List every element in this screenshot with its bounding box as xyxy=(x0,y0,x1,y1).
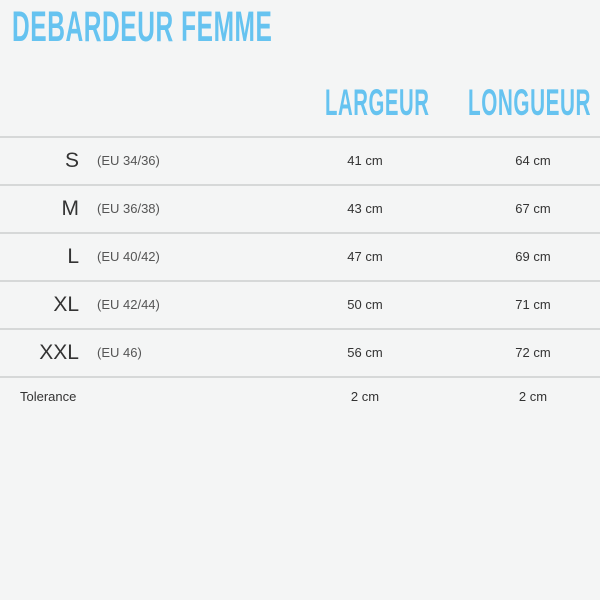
size-label: L xyxy=(67,245,79,268)
length-tolerance: 2 cm xyxy=(518,389,548,404)
size-label: XXL xyxy=(39,341,79,364)
width-tolerance: 2 cm xyxy=(350,389,380,404)
tolerance-row: Tolerance 2 cm 2 cm xyxy=(0,373,600,421)
width-value: 56 cm xyxy=(347,345,383,360)
table-row: XL (EU 42/44) 50 cm 71 cm xyxy=(0,281,600,329)
eu-size: (EU 36/38) xyxy=(97,201,160,216)
table-row: S (EU 34/36) 41 cm 64 cm xyxy=(0,137,600,185)
eu-size: (EU 40/42) xyxy=(97,249,160,264)
divider xyxy=(0,136,600,138)
table-row: XXL (EU 46) 56 cm 72 cm xyxy=(0,329,600,377)
divider xyxy=(0,184,600,186)
length-value: 67 cm xyxy=(515,201,551,216)
width-value: 47 cm xyxy=(347,249,383,264)
page-title: DEBARDEUR FEMME xyxy=(12,3,273,51)
eu-size: (EU 42/44) xyxy=(97,297,160,312)
column-header-length: LONGUEUR xyxy=(468,82,592,123)
divider xyxy=(0,376,600,378)
eu-size: (EU 46) xyxy=(97,345,142,360)
length-value: 72 cm xyxy=(515,345,551,360)
width-value: 43 cm xyxy=(347,201,383,216)
size-label: XL xyxy=(53,293,79,316)
size-label: S xyxy=(64,149,79,172)
length-value: 71 cm xyxy=(515,297,551,312)
size-label: M xyxy=(61,197,80,220)
divider xyxy=(0,232,600,234)
width-value: 50 cm xyxy=(347,297,383,312)
column-header-width: LARGEUR xyxy=(325,82,430,123)
divider xyxy=(0,328,600,330)
length-value: 64 cm xyxy=(515,153,551,168)
divider xyxy=(0,280,600,282)
table-row: L (EU 40/42) 47 cm 69 cm xyxy=(0,233,600,281)
eu-size: (EU 34/36) xyxy=(97,153,160,168)
table-row: M (EU 36/38) 43 cm 67 cm xyxy=(0,185,600,233)
tolerance-label: Tolerance xyxy=(20,389,77,404)
width-value: 41 cm xyxy=(347,153,383,168)
length-value: 69 cm xyxy=(515,249,551,264)
